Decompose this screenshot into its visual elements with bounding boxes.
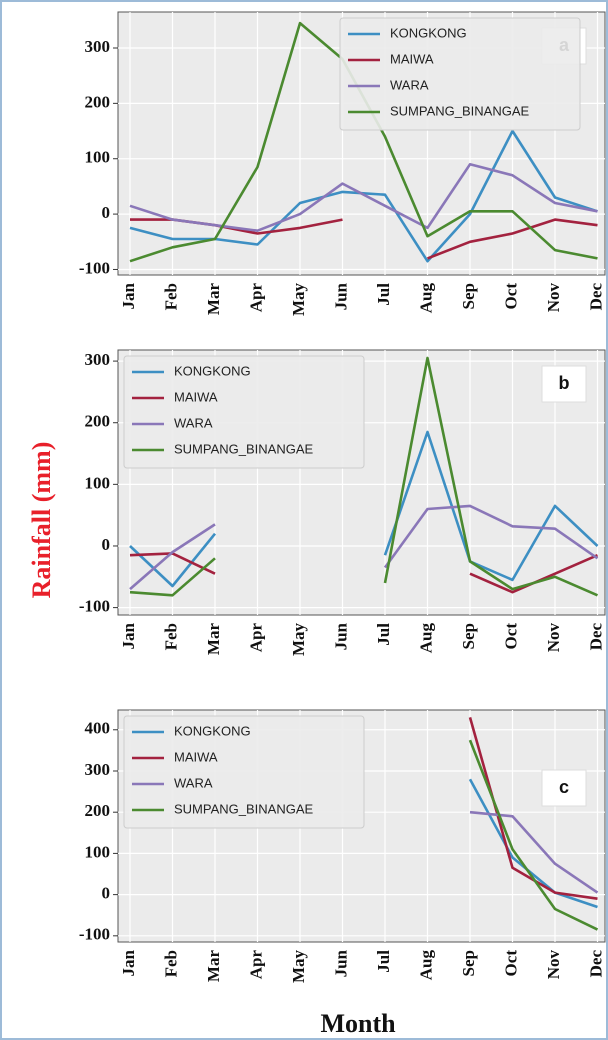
legend-label: MAIWA [390, 51, 434, 66]
x-tick-label: Jul [374, 623, 393, 646]
x-tick-label: Mar [204, 950, 223, 983]
legend-box [123, 715, 365, 829]
x-tick-label: Feb [161, 950, 180, 977]
x-tick-label: Mar [204, 283, 223, 316]
x-axis-label: Month [320, 1009, 396, 1038]
x-tick-label: Feb [161, 623, 180, 650]
y-tick-label: 200 [85, 412, 111, 431]
x-tick-label: Dec [586, 283, 605, 311]
x-tick-label: Dec [586, 950, 605, 978]
y-tick-label: 200 [85, 92, 111, 111]
x-tick-label: Nov [544, 283, 563, 313]
y-tick-label: 100 [85, 842, 111, 861]
x-tick-label: May [289, 283, 308, 317]
annotation: c [559, 777, 569, 797]
x-tick-label: Jul [374, 283, 393, 306]
annotation-box [541, 769, 587, 807]
legend-label: WARA [174, 415, 213, 430]
legend-label: MAIWA [174, 749, 218, 764]
series-line [129, 163, 598, 232]
legend-box [123, 355, 365, 469]
x-tick-label: Jul [374, 950, 393, 973]
y-tick-label: 300 [85, 760, 111, 779]
legend-label: KONGKONG [390, 25, 467, 40]
y-tick-label: 300 [85, 37, 111, 56]
y-tick-label: -100 [79, 258, 110, 277]
x-tick-label: Sep [459, 950, 478, 976]
legend-label: KONGKONG [174, 363, 251, 378]
legend-label: WARA [174, 775, 213, 790]
x-tick-label: Nov [544, 623, 563, 653]
y-tick-label: -100 [79, 925, 110, 944]
series-line [130, 218, 598, 260]
x-tick-label: Jun [331, 622, 350, 650]
x-tick-label: Jan [119, 622, 138, 649]
series-line [468, 739, 599, 931]
series-line [469, 810, 599, 894]
x-tick-label: Mar [204, 623, 223, 656]
x-tick-label: Aug [416, 950, 435, 981]
y-tick-label: 0 [102, 884, 111, 903]
x-tick-label: Oct [501, 623, 520, 650]
x-tick-label: Jan [119, 949, 138, 976]
series-line [129, 504, 599, 591]
x-tick-label: Jan [119, 282, 138, 309]
annotation: b [559, 373, 570, 393]
y-tick-label: 200 [85, 801, 111, 820]
x-tick-label: Jun [331, 282, 350, 310]
legend-label: WARA [390, 77, 429, 92]
y-tick-label: 100 [85, 148, 111, 167]
x-tick-label: Sep [459, 283, 478, 309]
legend-label: MAIWA [174, 389, 218, 404]
legend-label: SUMPANG_BINANGAE [390, 103, 530, 118]
legend-label: SUMPANG_BINANGAE [174, 441, 314, 456]
legend-label: SUMPANG_BINANGAE [174, 801, 314, 816]
x-tick-label: Oct [501, 283, 520, 310]
x-tick-label: Apr [246, 623, 265, 653]
series-line [468, 778, 598, 909]
legend-box [339, 17, 581, 131]
annotation-box [541, 365, 587, 403]
x-tick-label: May [289, 950, 308, 984]
x-tick-label: Jun [331, 949, 350, 977]
y-tick-label: 100 [85, 473, 111, 492]
series-line [129, 356, 599, 597]
y-tick-label: 400 [85, 719, 111, 738]
x-tick-label: Nov [544, 950, 563, 980]
y-tick-label: 0 [102, 203, 111, 222]
y-tick-label: 300 [85, 350, 111, 369]
y-tick-label: 0 [102, 535, 111, 554]
x-tick-label: Aug [416, 623, 435, 654]
x-tick-label: Sep [459, 623, 478, 649]
y-tick-label: -100 [79, 597, 110, 616]
x-tick-label: Dec [586, 623, 605, 651]
x-tick-label: Oct [501, 950, 520, 977]
series-line [129, 430, 599, 588]
legend-label: KONGKONG [174, 723, 251, 738]
y-axis-label: Rainfall (mm) [27, 442, 56, 599]
x-tick-label: Apr [246, 283, 265, 313]
x-tick-label: Apr [246, 950, 265, 980]
x-tick-label: Feb [161, 283, 180, 310]
x-tick-label: May [289, 623, 308, 657]
x-tick-label: Aug [416, 283, 435, 314]
